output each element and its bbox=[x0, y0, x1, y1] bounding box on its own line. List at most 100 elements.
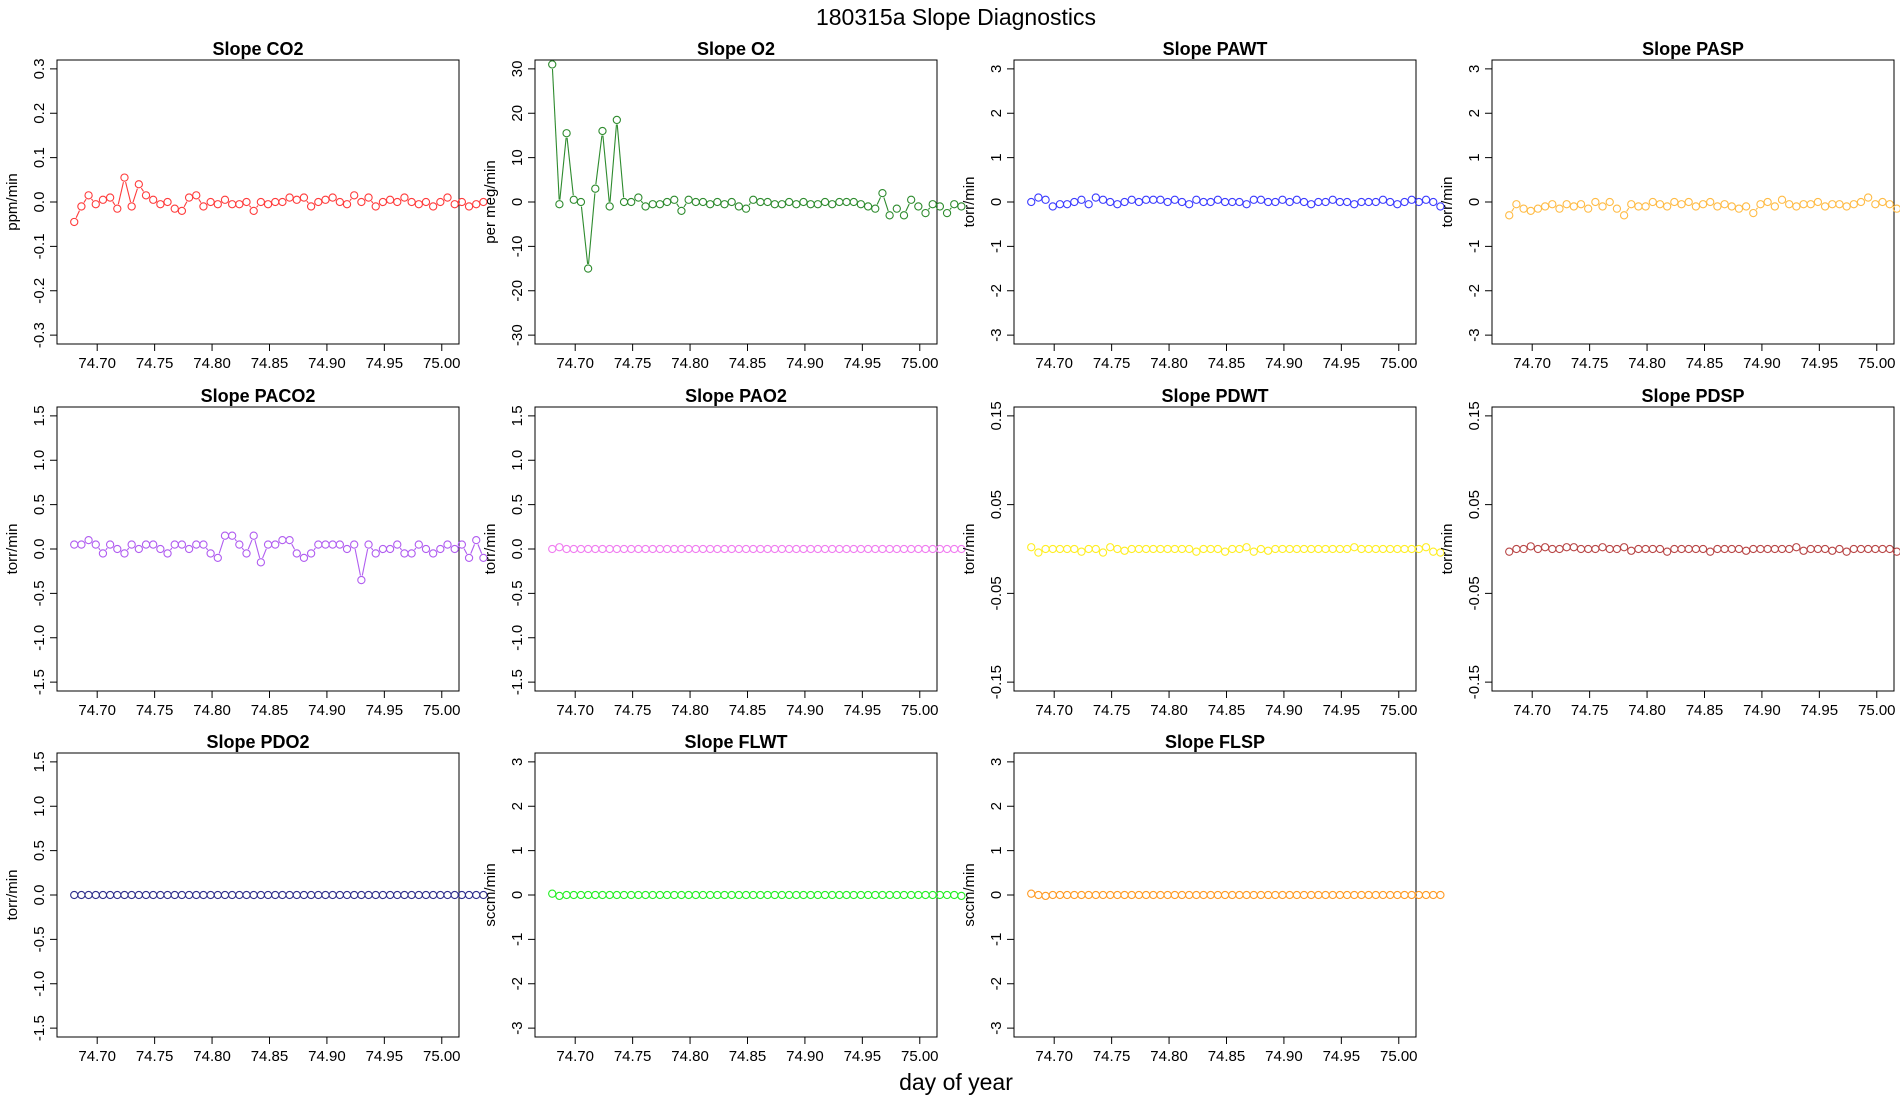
data-point bbox=[429, 202, 438, 211]
y-tick-label: -1.5 bbox=[31, 669, 48, 695]
data-point bbox=[1591, 544, 1600, 554]
data-point bbox=[957, 202, 966, 211]
data-point bbox=[1393, 544, 1402, 554]
data-point bbox=[1828, 546, 1837, 555]
data-point bbox=[1141, 544, 1151, 554]
data-point bbox=[1206, 544, 1215, 554]
y-axis-label: torr/min bbox=[4, 870, 21, 921]
data-point bbox=[350, 191, 359, 200]
x-tick-label: 74.70 bbox=[1035, 355, 1073, 372]
data-point bbox=[299, 890, 309, 900]
plot-frame bbox=[1013, 406, 1417, 692]
x-tick-label: 74.85 bbox=[251, 1048, 289, 1065]
data-point bbox=[741, 204, 751, 213]
data-point bbox=[299, 193, 309, 202]
data-point bbox=[885, 544, 894, 554]
data-point bbox=[1648, 544, 1657, 554]
data-point bbox=[1835, 544, 1844, 554]
data-point bbox=[342, 890, 352, 900]
data-point bbox=[1127, 195, 1136, 204]
data-point bbox=[436, 544, 445, 554]
series-segment bbox=[105, 547, 108, 551]
series-segment bbox=[883, 197, 889, 212]
x-tick-label: 74.90 bbox=[308, 702, 346, 719]
data-point bbox=[935, 202, 945, 211]
data-point bbox=[1199, 544, 1208, 554]
data-point bbox=[1407, 544, 1416, 554]
data-point bbox=[548, 60, 557, 69]
data-point bbox=[1134, 544, 1144, 554]
data-point bbox=[634, 193, 643, 202]
data-point bbox=[1263, 197, 1273, 207]
series-segment bbox=[414, 547, 417, 551]
data-point bbox=[421, 544, 431, 554]
data-point bbox=[907, 890, 916, 900]
data-point bbox=[1192, 890, 1201, 900]
data-point bbox=[1278, 195, 1287, 204]
data-point bbox=[641, 202, 650, 211]
data-point bbox=[548, 544, 557, 554]
x-tick-label: 74.70 bbox=[78, 1048, 116, 1065]
data-point bbox=[662, 197, 672, 207]
y-tick-label: 0.0 bbox=[31, 192, 48, 213]
data-point bbox=[1684, 544, 1693, 554]
data-point bbox=[84, 191, 93, 200]
y-tick-label: -0.5 bbox=[31, 580, 48, 606]
data-point bbox=[1641, 544, 1650, 554]
data-point bbox=[1228, 197, 1237, 207]
data-point bbox=[878, 544, 887, 554]
data-point bbox=[450, 200, 459, 209]
y-axis-label: torr/min bbox=[1439, 524, 1456, 575]
data-point bbox=[91, 200, 100, 209]
data-point bbox=[598, 890, 607, 900]
data-point bbox=[1584, 544, 1593, 554]
data-point bbox=[792, 200, 801, 209]
y-tick-label: -1.5 bbox=[31, 1015, 48, 1041]
chart-panel: Slope PDWT torr/min -0.15 -0.05 0.05 0.15 74.7… bbox=[961, 386, 1445, 719]
data-point bbox=[569, 195, 578, 204]
x-tick-label: 74.70 bbox=[1035, 702, 1073, 719]
data-point bbox=[393, 540, 402, 549]
series-segment bbox=[876, 197, 882, 205]
data-point bbox=[749, 890, 758, 900]
data-point bbox=[1242, 890, 1251, 900]
y-tick-label: -1 bbox=[988, 933, 1005, 946]
data-point bbox=[1421, 195, 1431, 204]
data-point bbox=[1106, 890, 1115, 900]
data-point bbox=[256, 890, 266, 900]
y-tick-label: -1.0 bbox=[509, 625, 526, 651]
data-point bbox=[1569, 202, 1578, 211]
data-point bbox=[98, 195, 108, 204]
data-point bbox=[385, 890, 395, 900]
data-point bbox=[414, 540, 423, 549]
data-point bbox=[957, 891, 966, 901]
data-point bbox=[648, 890, 657, 900]
x-tick-label: 74.95 bbox=[366, 1048, 404, 1065]
data-point bbox=[421, 197, 431, 207]
data-point bbox=[472, 200, 481, 209]
data-point bbox=[479, 890, 488, 900]
data-point bbox=[1084, 544, 1093, 554]
data-point bbox=[1512, 200, 1521, 209]
data-point bbox=[792, 890, 801, 900]
data-point bbox=[242, 549, 251, 558]
data-point bbox=[878, 188, 887, 198]
data-point bbox=[1163, 544, 1172, 554]
x-tick-label: 75.00 bbox=[1380, 702, 1418, 719]
data-point bbox=[842, 544, 851, 554]
data-point bbox=[314, 890, 323, 900]
data-point bbox=[1335, 197, 1345, 207]
data-point bbox=[113, 890, 122, 900]
data-point bbox=[1321, 197, 1330, 207]
data-point bbox=[756, 890, 765, 900]
data-point bbox=[1120, 546, 1129, 555]
data-point bbox=[677, 890, 686, 900]
data-point bbox=[1156, 544, 1165, 554]
data-point bbox=[806, 544, 815, 554]
data-point bbox=[1627, 546, 1636, 555]
data-point bbox=[84, 890, 93, 900]
y-tick-label: -0.15 bbox=[988, 665, 1005, 699]
data-point bbox=[1386, 544, 1395, 554]
data-point bbox=[1113, 544, 1122, 554]
